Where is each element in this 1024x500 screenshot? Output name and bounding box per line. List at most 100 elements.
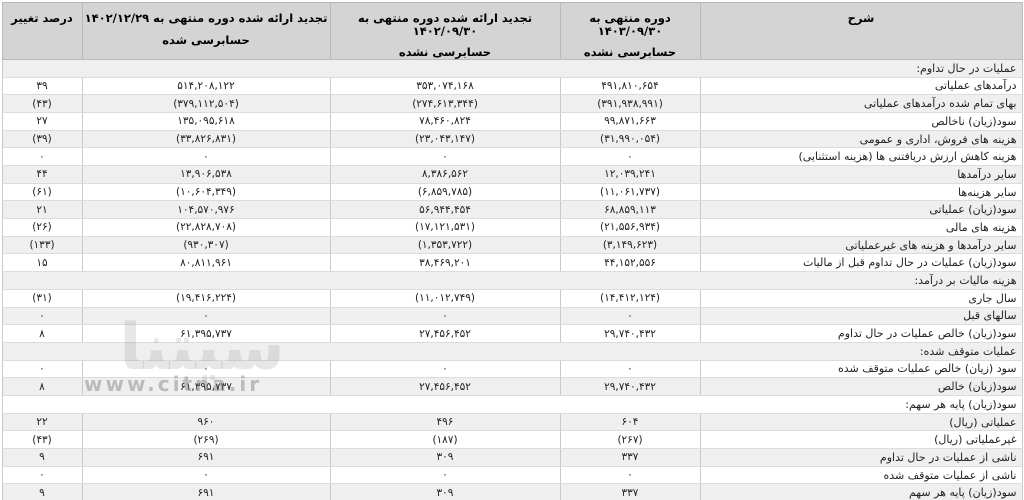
cell-percent-change: (۳۹) <box>1 129 83 149</box>
cell-restated-quarter: (۲۷۴,۶۱۳,۳۴۴) <box>329 94 561 113</box>
cell-restated-year: (۲۲,۸۲۸,۷۰۸) <box>81 218 331 237</box>
cell-description: سود(زیان) ناخالص <box>699 111 1023 131</box>
cell-restated-quarter: ۷۸,۴۶۰,۸۲۴ <box>329 111 561 131</box>
section-row: سود(زیان) پایه هر سهم: <box>1 394 1023 414</box>
table-header: شرح دوره منتهی به ۱۴۰۳/۰۹/۳۰ حسابرسی نشد… <box>1 2 1023 60</box>
cell-current-period: ۹۹,۸۷۱,۶۶۳ <box>559 111 701 131</box>
cell-description: سایر درآمدها و هزینه های غیرعملیاتی <box>699 235 1023 255</box>
cell-restated-quarter: (۶,۸۵۹,۷۸۵) <box>329 182 561 202</box>
cell-description: سایر هزینه‌ها <box>699 182 1023 202</box>
cell-restated-year: (۳۷۹,۱۱۲,۵۰۴) <box>81 94 331 113</box>
column-header-description: شرح <box>699 2 1023 60</box>
cell-restated-quarter: ۰ <box>329 359 561 379</box>
cell-current-period: ۶۰۴ <box>559 412 701 432</box>
cell-restated-quarter: (۱,۳۵۳,۷۲۲) <box>329 235 561 255</box>
cell-description: سود(زیان) عملیاتی <box>699 200 1023 220</box>
cell-percent-change: ۰ <box>1 147 83 167</box>
cell-current-period: (۱۱,۰۶۱,۷۳۷) <box>559 182 701 202</box>
cell-restated-quarter: ۴۹۶ <box>329 412 561 432</box>
cell-restated-year: (۲۶۹) <box>81 430 331 450</box>
table-row: عملیاتی (ریال) ۶۰۴ ۴۹۶ ۹۶۰ ۲۲ <box>1 412 1023 432</box>
section-label: هزینه مالیات بر درآمد: <box>1 271 1023 290</box>
cell-restated-year: ۱۰۴,۵۷۰,۹۷۶ <box>81 200 331 220</box>
column-header-current-period: دوره منتهی به ۱۴۰۳/۰۹/۳۰ حسابرسی نشده <box>559 2 701 60</box>
cell-restated-quarter: (۱۷,۱۲۱,۵۳۱) <box>329 218 561 237</box>
cell-description: سود(زیان) پایه هر سهم <box>699 483 1023 500</box>
section-label: عملیات متوقف شده: <box>1 341 1023 361</box>
cell-restated-year: ۸۰,۸۱۱,۹۶۱ <box>81 253 331 273</box>
table-row: سایر هزینه‌ها (۱۱,۰۶۱,۷۳۷) (۶,۸۵۹,۷۸۵) (۱۰,… <box>1 182 1023 202</box>
cell-percent-change: ۹ <box>1 448 83 467</box>
cell-restated-year: ۱۳,۹۰۶,۵۳۸ <box>81 165 331 184</box>
cell-restated-quarter: ۰ <box>329 465 561 485</box>
cell-description: سایر درآمدها <box>699 165 1023 184</box>
cell-current-period: (۳۹۱,۹۳۸,۹۹۱) <box>559 94 701 113</box>
section-label: عملیات در حال تداوم: <box>1 58 1023 78</box>
section-row: عملیات متوقف شده: <box>1 341 1023 361</box>
cell-percent-change: (۳۱) <box>1 288 83 308</box>
cell-percent-change: ۲۱ <box>1 200 83 220</box>
cell-description: درآمدهای عملیاتی <box>699 76 1023 96</box>
cell-current-period: ۰ <box>559 147 701 167</box>
table-row: سود(زیان) خالص ۲۹,۷۴۰,۴۳۲ ۲۷,۴۵۶,۴۵۲ ۶۱,۳۹۵… <box>1 377 1023 396</box>
cell-current-period: (۲۱,۵۵۶,۹۳۴) <box>559 218 701 237</box>
cell-restated-year: ۰ <box>81 306 331 326</box>
table-row: غیرعملیاتی (ریال) (۲۶۷) (۱۸۷) (۲۶۹) (۴۳) <box>1 430 1023 450</box>
cell-restated-quarter: ۳۸,۴۶۹,۲۰۱ <box>329 253 561 273</box>
cell-restated-quarter: ۳۰۹ <box>329 448 561 467</box>
cell-description: بهای تمام شده درآمدهای عملیاتی <box>699 94 1023 113</box>
table-row: سود(زیان) ناخالص ۹۹,۸۷۱,۶۶۳ ۷۸,۴۶۰,۸۲۴ ۱۳۵,… <box>1 111 1023 131</box>
table-row: هزینه کاهش ارزش دریافتنی ها (هزینه استثن… <box>1 147 1023 167</box>
cell-restated-year: ۶۱,۳۹۵,۷۳۷ <box>81 324 331 343</box>
cell-percent-change: ۸ <box>1 377 83 396</box>
cell-description: سود(زیان) خالص عملیات در حال تداوم <box>699 324 1023 343</box>
cell-restated-quarter: ۳۵۳,۰۷۴,۱۶۸ <box>329 76 561 96</box>
cell-description: سود(زیان) خالص <box>699 377 1023 396</box>
cell-description: سالهای قبل <box>699 306 1023 326</box>
cell-current-period: ۴۹۱,۸۱۰,۶۵۴ <box>559 76 701 96</box>
cell-current-period: (۳۱,۹۹۰,۰۵۴) <box>559 129 701 149</box>
cell-restated-quarter: ۲۷,۴۵۶,۴۵۲ <box>329 324 561 343</box>
section-label: سود(زیان) پایه هر سهم: <box>1 394 1023 414</box>
cell-current-period: ۲۹,۷۴۰,۴۳۲ <box>559 377 701 396</box>
table-row: هزینه های فروش، اداری و عمومی (۳۱,۹۹۰,۰۵۴… <box>1 129 1023 149</box>
cell-description: عملیاتی (ریال) <box>699 412 1023 432</box>
cell-description: سود (زیان) خالص عملیات متوقف شده <box>699 359 1023 379</box>
cell-description: هزینه های فروش، اداری و عمومی <box>699 129 1023 149</box>
cell-current-period: ۲۹,۷۴۰,۴۳۲ <box>559 324 701 343</box>
cell-restated-quarter: (۱۱,۰۱۲,۷۴۹) <box>329 288 561 308</box>
table-row: سالهای قبل ۰ ۰ ۰ ۰ <box>1 306 1023 326</box>
column-header-restated-quarter: تجدید ارائه شده دوره منتهی به ۱۴۰۲/۰۹/۳۰… <box>329 2 561 60</box>
cell-restated-year: ۶۱,۳۹۵,۷۳۷ <box>81 377 331 396</box>
cell-restated-year: ۶۹۱ <box>81 483 331 500</box>
cell-restated-year: (۱۹,۴۱۶,۲۲۴) <box>81 288 331 308</box>
table-row: سایر درآمدها و هزینه های غیرعملیاتی (۳,۱۴… <box>1 235 1023 255</box>
cell-current-period: (۱۴,۴۱۲,۱۲۴) <box>559 288 701 308</box>
cell-restated-year: (۹۳۰,۳۰۷) <box>81 235 331 255</box>
cell-restated-year: ۰ <box>81 465 331 485</box>
cell-restated-year: ۰ <box>81 359 331 379</box>
table-row: هزینه های مالی (۲۱,۵۵۶,۹۳۴) (۱۷,۱۲۱,۵۳۱) (۲… <box>1 218 1023 237</box>
cell-percent-change: (۴۳) <box>1 430 83 450</box>
cell-percent-change: (۱۳۳) <box>1 235 83 255</box>
cell-current-period: ۶۸,۸۵۹,۱۱۳ <box>559 200 701 220</box>
cell-restated-quarter: ۵۶,۹۴۴,۴۵۴ <box>329 200 561 220</box>
table-row: ناشی از عملیات متوقف شده ۰ ۰ ۰ ۰ <box>1 465 1023 485</box>
table-row: سال جاری (۱۴,۴۱۲,۱۲۴) (۱۱,۰۱۲,۷۴۹) (۱۹,۴۱۶,… <box>1 288 1023 308</box>
table-row: بهای تمام شده درآمدهای عملیاتی (۳۹۱,۹۳۸,۹… <box>1 94 1023 113</box>
cell-restated-year: (۳۳,۸۲۶,۸۳۱) <box>81 129 331 149</box>
cell-current-period: ۱۲,۰۳۹,۲۴۱ <box>559 165 701 184</box>
cell-current-period: ۳۳۷ <box>559 483 701 500</box>
cell-percent-change: ۸ <box>1 324 83 343</box>
cell-percent-change: (۴۳) <box>1 94 83 113</box>
cell-description: هزینه کاهش ارزش دریافتنی ها (هزینه استثن… <box>699 147 1023 167</box>
column-header-description-label: شرح <box>847 11 875 25</box>
cell-description: ناشی از عملیات متوقف شده <box>699 465 1023 485</box>
cell-restated-quarter: ۰ <box>329 147 561 167</box>
cell-description: سال جاری <box>699 288 1023 308</box>
table-row: سود (زیان) خالص عملیات متوقف شده ۰ ۰ ۰ ۰ <box>1 359 1023 379</box>
section-row: عملیات در حال تداوم: <box>1 58 1023 78</box>
cell-restated-quarter: (۱۸۷) <box>329 430 561 450</box>
